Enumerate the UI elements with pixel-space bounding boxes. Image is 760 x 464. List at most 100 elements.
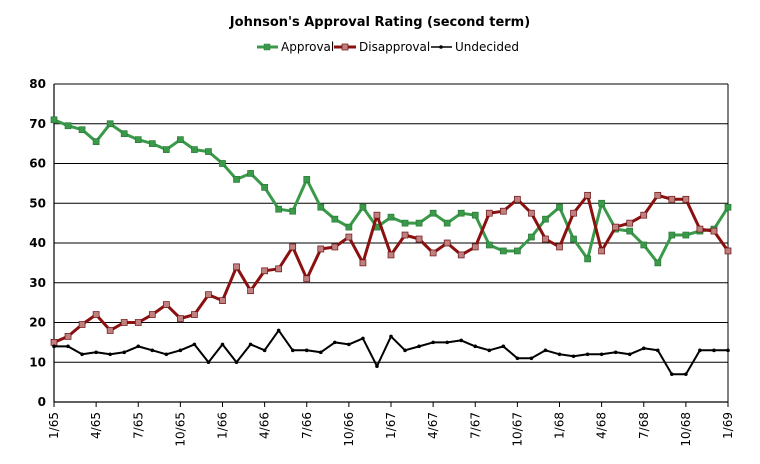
x-tick-label: 4/67: [426, 412, 440, 439]
series-disapproval-point: [640, 211, 648, 219]
series-undecided-point: [684, 372, 688, 376]
series-approval-point: [626, 227, 634, 235]
series-approval-point: [148, 140, 156, 147]
legend-approval-marker: [263, 43, 271, 51]
y-tick-label: 40: [29, 236, 46, 250]
series-approval-point: [556, 203, 563, 211]
series-approval-point: [275, 205, 283, 213]
series-undecided-point: [515, 356, 520, 361]
y-tick-label: 50: [29, 196, 46, 210]
series-approval-point: [289, 207, 297, 215]
series-disapproval-point: [387, 251, 395, 259]
x-tick-label: 10/65: [173, 412, 187, 447]
x-tick-label: 7/68: [637, 412, 651, 439]
series-approval-point: [668, 231, 676, 239]
x-tick-label: 7/66: [300, 412, 314, 439]
series-approval-point: [415, 219, 423, 227]
series-approval-point: [303, 176, 311, 183]
series-disapproval-point: [401, 231, 409, 239]
series-disapproval-point: [514, 195, 521, 203]
x-tick-label: 1/67: [384, 412, 398, 439]
series-undecided-point: [543, 348, 548, 353]
series-undecided-point: [459, 338, 464, 343]
series-approval-point: [499, 247, 507, 255]
series-approval-point: [584, 255, 591, 263]
legend-undecided-marker: [439, 45, 443, 49]
series-disapproval-point: [289, 243, 297, 251]
y-tick-label: 20: [29, 316, 46, 330]
x-tick-label: 4/66: [258, 412, 272, 439]
series-approval-point: [640, 241, 648, 249]
series-disapproval-point: [710, 227, 718, 235]
series-disapproval-point: [78, 321, 86, 328]
series-undecided-point: [52, 344, 56, 349]
x-tick-label: 7/67: [468, 412, 482, 439]
series-approval-point: [78, 126, 86, 134]
series-approval-point: [191, 146, 198, 153]
x-tick-label: 1/65: [47, 412, 61, 439]
series-disapproval-point: [654, 191, 662, 199]
series-disapproval-point: [233, 263, 240, 271]
series-disapproval-point: [261, 267, 268, 275]
series-undecided-point: [108, 352, 112, 357]
series-undecided-point: [417, 344, 421, 349]
plot-area: 0 10 20 30 40 50 60 70 80 1/65 4/65 7/65 10/65 1/66 4/…: [29, 77, 735, 447]
series-undecided-point: [487, 348, 492, 353]
series-approval-point: [682, 231, 690, 239]
series-disapproval-point: [148, 311, 156, 318]
chart-title: Johnson's Approval Rating (second term): [229, 15, 530, 30]
series-approval-point: [177, 136, 184, 143]
series-undecided-point: [234, 360, 239, 365]
series-undecided-point: [164, 352, 169, 357]
series-disapproval-point: [528, 209, 535, 217]
series-approval-point: [654, 259, 662, 267]
series-disapproval-point: [162, 301, 170, 308]
series-approval-point: [317, 203, 325, 211]
y-tick-label: 10: [29, 355, 46, 369]
series-undecided-point: [501, 344, 506, 349]
series-disapproval-point: [219, 297, 226, 304]
x-tick-label: 4/65: [89, 412, 103, 439]
series-undecided-point: [206, 360, 211, 365]
series-approval-point: [387, 213, 395, 221]
series-undecided-point: [150, 348, 155, 353]
series-approval-point: [514, 247, 521, 255]
legend-disapproval-label: Disapproval: [359, 40, 430, 54]
x-tick-label: 1/66: [216, 412, 230, 439]
series-disapproval-point: [457, 251, 465, 259]
legend-disapproval-marker: [341, 43, 349, 51]
series-approval-point: [64, 122, 72, 130]
series-disapproval-point: [92, 311, 100, 318]
series-undecided-point: [136, 344, 141, 349]
series-approval-point: [134, 136, 142, 143]
series-undecided-point: [529, 356, 534, 361]
y-tick-label: 70: [29, 117, 46, 131]
series-undecided-point: [80, 352, 84, 357]
series-disapproval-point: [64, 333, 72, 340]
series-approval-point: [106, 120, 114, 128]
series-disapproval-point: [359, 259, 367, 267]
series-undecided-point: [557, 352, 562, 357]
series-undecided-point: [712, 348, 716, 353]
legend-undecided-label: Undecided: [455, 40, 519, 54]
series-undecided-point: [403, 348, 407, 353]
series-disapproval-point: [485, 209, 493, 217]
series-undecided-point: [192, 342, 197, 347]
series-approval-point: [120, 130, 128, 138]
series-undecided-point: [122, 350, 127, 355]
series-undecided-point: [361, 336, 365, 341]
series-disapproval-point: [275, 265, 283, 273]
series-disapproval-point: [584, 191, 591, 199]
series-disapproval-point: [134, 319, 142, 326]
series-undecided-point: [698, 348, 702, 353]
series-undecided-point: [613, 350, 618, 355]
y-tick-label: 0: [38, 395, 46, 409]
series-approval-point: [359, 203, 367, 211]
series-undecided-point: [389, 334, 393, 339]
series-approval-point: [233, 176, 240, 183]
series-undecided-point: [571, 354, 576, 359]
series-approval-point: [331, 215, 339, 223]
series-disapproval-point: [205, 291, 212, 299]
series-disapproval-point: [373, 211, 381, 219]
